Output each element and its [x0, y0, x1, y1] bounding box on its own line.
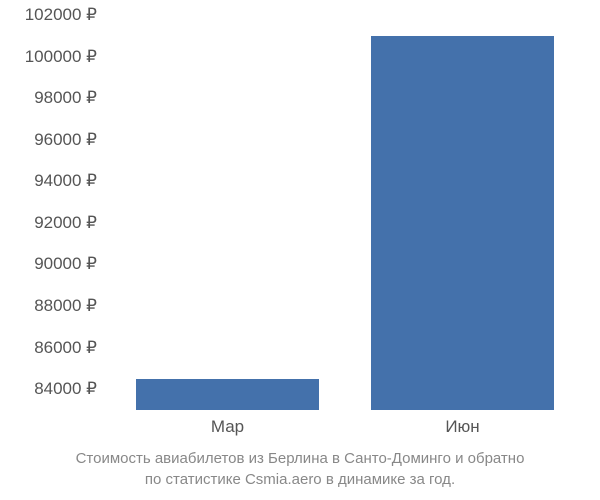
y-tick-label: 86000 ₽ — [34, 338, 97, 358]
chart-container: 84000 ₽ 86000 ₽ 88000 ₽ 90000 ₽ 92000 ₽ 94000… — [0, 0, 600, 500]
y-tick-label: 100000 ₽ — [25, 47, 97, 67]
y-tick-label: 92000 ₽ — [34, 213, 97, 233]
caption-line-1: Стоимость авиабилетов из Берлина в Санто… — [0, 448, 600, 469]
y-tick-label: 88000 ₽ — [34, 296, 97, 316]
bar — [136, 379, 319, 410]
bar — [371, 36, 554, 410]
y-tick-label: 98000 ₽ — [34, 88, 97, 108]
y-tick-label: 90000 ₽ — [34, 254, 97, 274]
x-tick-label: Мар — [211, 417, 244, 437]
plot-area — [110, 15, 580, 410]
y-axis: 84000 ₽ 86000 ₽ 88000 ₽ 90000 ₽ 92000 ₽ 94000… — [0, 15, 105, 410]
y-tick-label: 102000 ₽ — [25, 5, 97, 25]
chart-caption: Стоимость авиабилетов из Берлина в Санто… — [0, 448, 600, 490]
y-tick-label: 94000 ₽ — [34, 171, 97, 191]
x-tick-label: Июн — [445, 417, 479, 437]
x-axis: Мар Июн — [110, 415, 580, 445]
y-tick-label: 84000 ₽ — [34, 379, 97, 399]
caption-line-2: по статистике Csmia.aero в динамике за г… — [0, 469, 600, 490]
y-tick-label: 96000 ₽ — [34, 130, 97, 150]
